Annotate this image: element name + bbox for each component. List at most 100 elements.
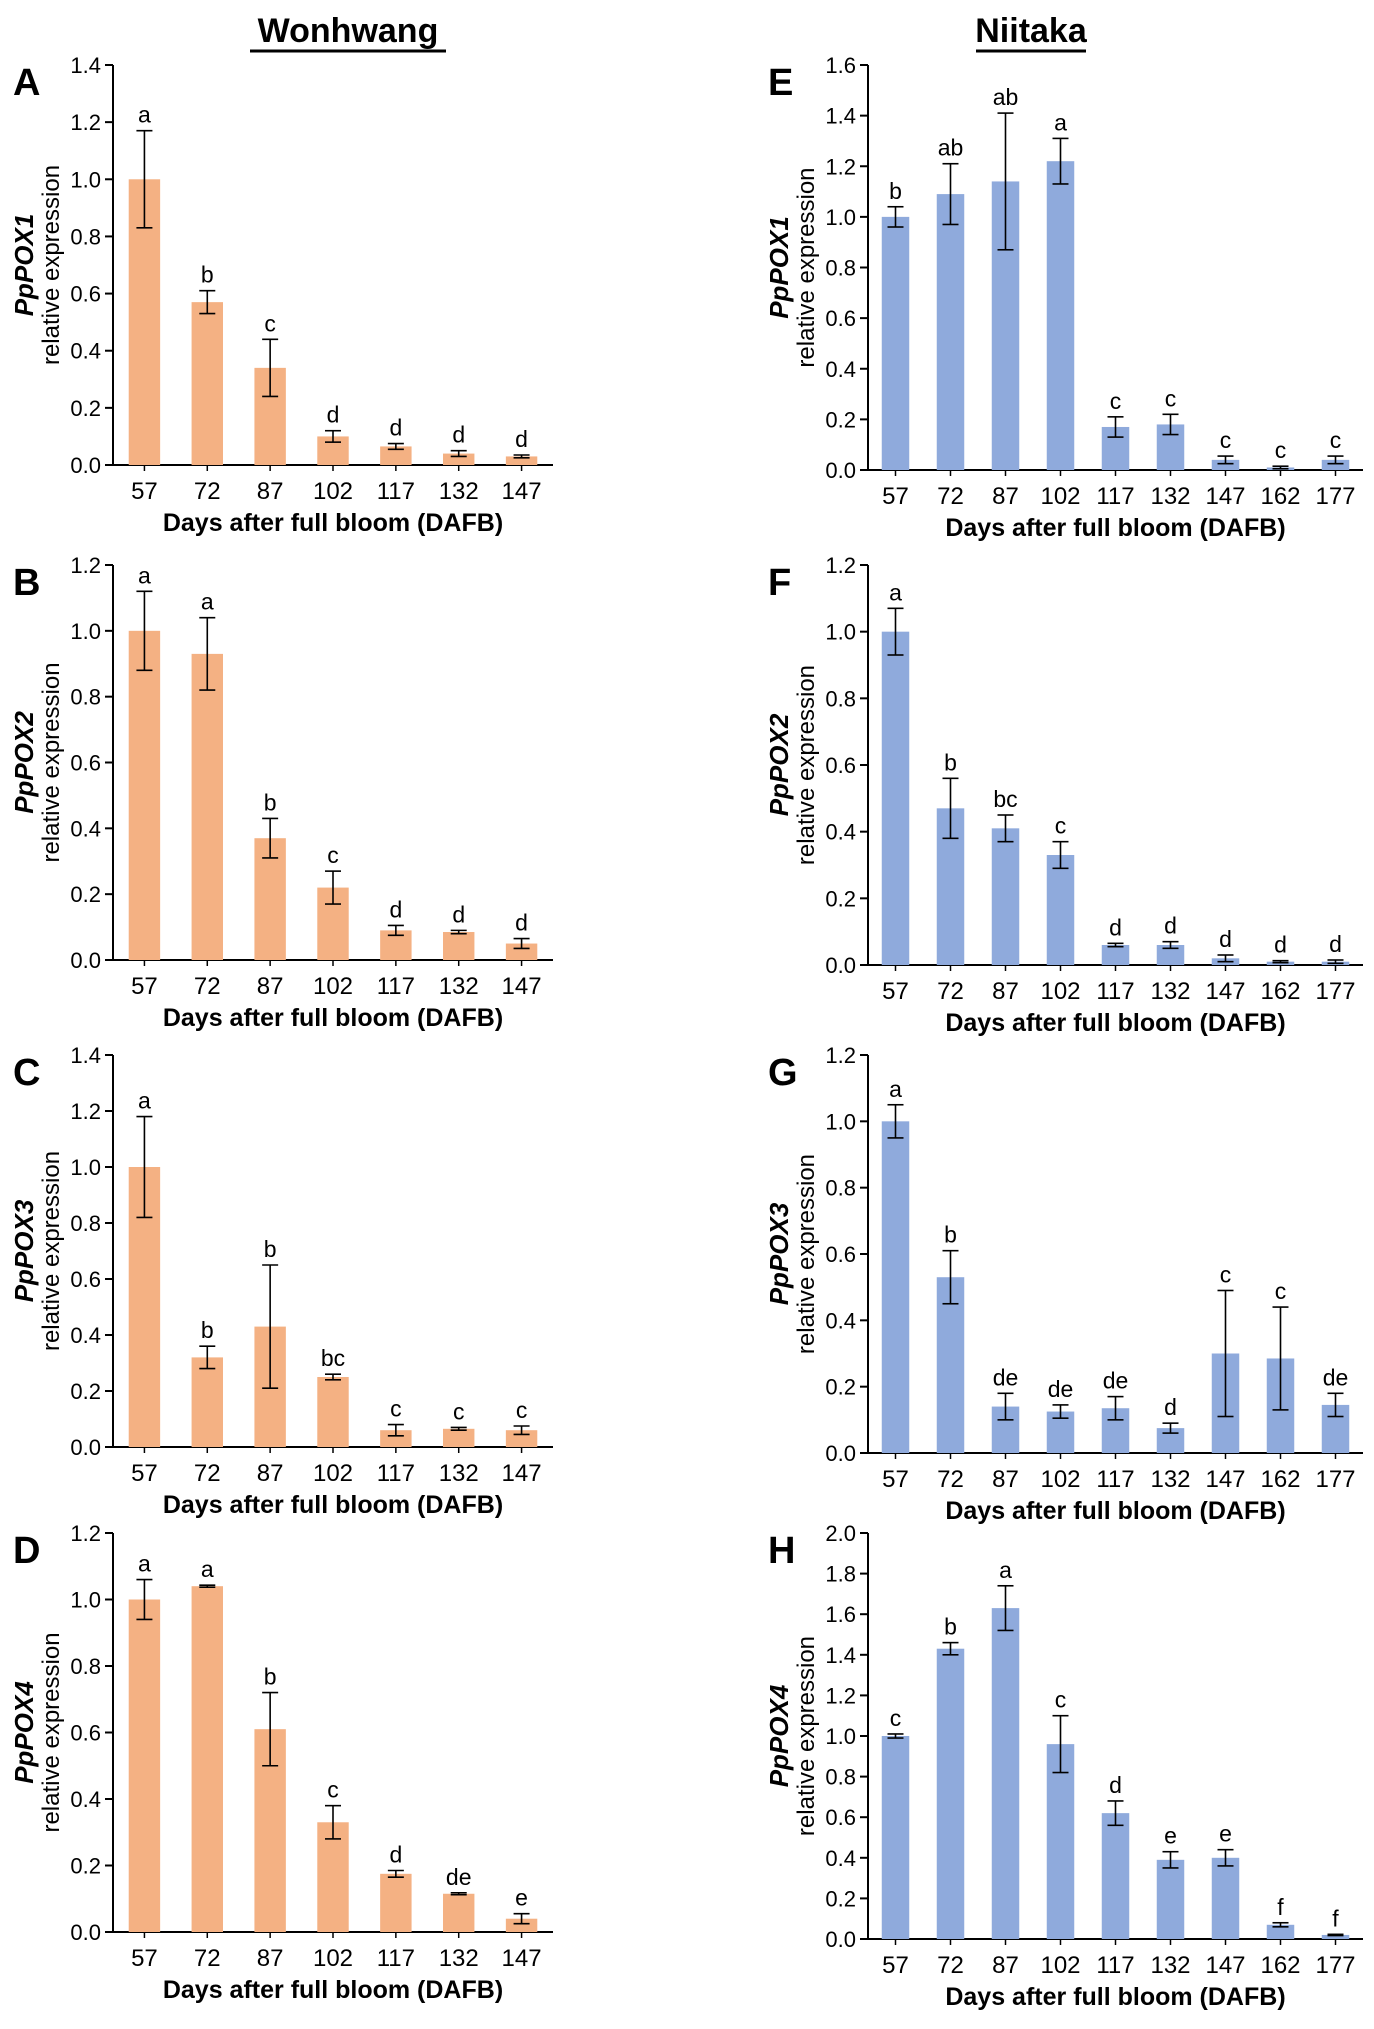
- bar: [191, 1357, 223, 1447]
- y-tick-label: 0.6: [70, 1267, 101, 1292]
- significance-letter: a: [138, 102, 151, 128]
- significance-letter: a: [889, 1076, 902, 1102]
- y-tick-label: 0.8: [825, 256, 856, 281]
- y-tick-label: 0.4: [70, 1787, 101, 1812]
- x-tick-label: 102: [313, 1460, 353, 1487]
- x-tick-label: 117: [377, 1460, 415, 1487]
- significance-letter: c: [890, 1705, 902, 1731]
- significance-letter: d: [515, 426, 528, 452]
- x-tick-label: 132: [1150, 1952, 1190, 1979]
- x-tick-label: 147: [1205, 1952, 1245, 1979]
- bar: [1211, 1857, 1240, 1939]
- y-tick-label: 0.8: [70, 1211, 101, 1236]
- bar: [1046, 161, 1075, 470]
- y-axis-label-text: relative expression: [38, 1632, 65, 1832]
- x-tick-label: 57: [131, 478, 158, 505]
- x-tick-label: 132: [1150, 978, 1190, 1005]
- y-tick-label: 1.2: [70, 1521, 101, 1546]
- y-axis-label-text: relative expression: [38, 1151, 65, 1351]
- panel-d: D PpPOX4 relative expression 0.0 0.2 0.4 0.6 0.…: [9, 1521, 553, 2004]
- x-tick-label: 87: [257, 973, 284, 1000]
- x-tick-label: 147: [1205, 1466, 1245, 1493]
- bar: [1101, 1813, 1130, 1939]
- significance-letter: d: [1164, 913, 1177, 939]
- x-tick-label: 102: [313, 973, 353, 1000]
- y-axis-label-gene: PpPOX2: [9, 711, 39, 814]
- y-tick-label: 0.4: [70, 816, 101, 841]
- title-wonhwang: Wonhwang: [258, 12, 439, 50]
- significance-letter: d: [389, 1841, 402, 1867]
- y-axis-label-gene: PpPOX1: [9, 214, 39, 317]
- panel-letter: H: [768, 1530, 795, 1572]
- x-tick-label: 162: [1260, 1466, 1300, 1493]
- significance-letter: a: [999, 1557, 1012, 1583]
- x-tick-label: 87: [257, 478, 284, 505]
- significance-letter: d: [389, 896, 402, 922]
- y-tick-label: 0.2: [825, 407, 856, 432]
- x-tick-label: 147: [502, 1460, 542, 1487]
- x-tick-label: 162: [1260, 483, 1300, 510]
- significance-letter: a: [138, 562, 151, 588]
- x-tick-label: 57: [131, 973, 158, 1000]
- y-tick-label: 1.0: [70, 1155, 101, 1180]
- y-axis-label-text: relative expression: [38, 165, 65, 365]
- significance-letter: b: [201, 1317, 214, 1343]
- y-axis-label-gene: PpPOX4: [764, 1684, 794, 1787]
- x-tick-label: 162: [1260, 1952, 1300, 1979]
- x-tick-label: 72: [194, 478, 221, 505]
- x-tick-label: 132: [439, 973, 479, 1000]
- significance-letter: e: [515, 1885, 528, 1911]
- x-tick-label: 132: [1150, 1466, 1190, 1493]
- x-tick-label: 177: [1315, 483, 1355, 510]
- significance-letter: c: [1055, 1687, 1067, 1713]
- panel-e: E PpPOX1 relative expression 0.0 0.2 0.4 0.6 0.…: [764, 53, 1363, 542]
- y-tick-label: 2.0: [825, 1521, 856, 1546]
- significance-letter: bc: [321, 1345, 345, 1371]
- bar: [1321, 1934, 1350, 1939]
- x-tick-label: 147: [1205, 483, 1245, 510]
- bar: [1321, 459, 1350, 470]
- bar: [881, 631, 910, 965]
- significance-letter: e: [1219, 1821, 1232, 1847]
- x-tick-label: 72: [937, 1952, 964, 1979]
- y-tick-label: 0.2: [70, 396, 101, 421]
- y-tick-label: 0.8: [70, 685, 101, 710]
- y-tick-label: 0.0: [825, 1927, 856, 1952]
- y-tick-label: 0.6: [70, 751, 101, 776]
- y-tick-label: 1.2: [825, 1043, 856, 1068]
- significance-letter: de: [1103, 1368, 1129, 1394]
- x-tick-label: 147: [502, 1945, 542, 1972]
- y-tick-label: 0.8: [825, 1765, 856, 1790]
- y-tick-label: 1.2: [70, 110, 101, 135]
- significance-letter: c: [1220, 1261, 1232, 1287]
- column-title-left: Wonhwang: [250, 12, 446, 53]
- bar: [505, 456, 538, 465]
- bar: [881, 1121, 910, 1453]
- y-axis-label-text: relative expression: [793, 1154, 820, 1354]
- y-tick-label: 0.6: [70, 282, 101, 307]
- significance-letter: c: [1165, 385, 1177, 411]
- y-tick-label: 0.4: [825, 1308, 856, 1333]
- x-tick-label: 57: [131, 1945, 158, 1972]
- significance-letter: d: [1329, 931, 1342, 957]
- y-tick-label: 0.6: [825, 753, 856, 778]
- significance-letter: de: [993, 1364, 1019, 1390]
- x-tick-label: 117: [377, 973, 415, 1000]
- significance-letter: b: [944, 1614, 957, 1640]
- bar: [443, 932, 475, 960]
- y-tick-label: 0.4: [825, 820, 856, 845]
- y-tick-label: 1.0: [825, 620, 856, 645]
- title-niitaka: Niitaka: [975, 12, 1088, 50]
- bar: [881, 1736, 910, 1939]
- y-tick-label: 0.0: [825, 458, 856, 483]
- y-tick-label: 0.2: [825, 1886, 856, 1911]
- panel-a: A PpPOX1 relative expression 0.0 0.2 0.4 0.6 0.…: [9, 53, 553, 537]
- y-tick-label: 1.2: [825, 154, 856, 179]
- y-tick-label: 1.2: [70, 1099, 101, 1124]
- x-tick-label: 87: [257, 1460, 284, 1487]
- significance-letter: d: [452, 422, 465, 448]
- x-tick-label: 177: [1315, 1952, 1355, 1979]
- y-axis-label-gene: PpPOX4: [9, 1681, 39, 1784]
- bar: [443, 1893, 475, 1932]
